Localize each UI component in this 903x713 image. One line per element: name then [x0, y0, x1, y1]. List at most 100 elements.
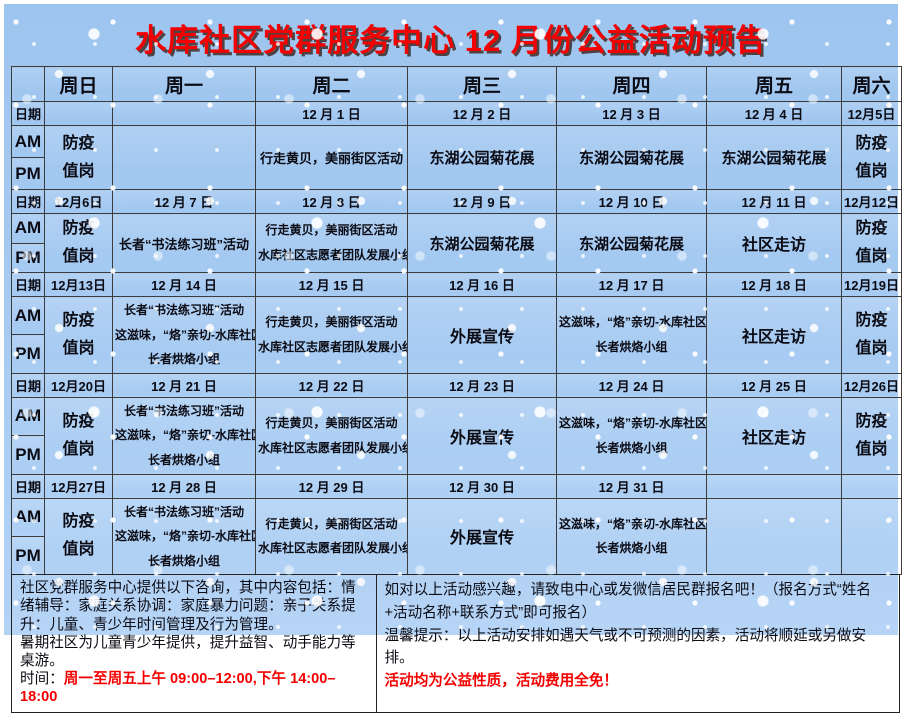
date-cell: 12 月 1 日: [255, 101, 408, 126]
header-tuesday: 周二: [255, 66, 408, 102]
date-cell: 12 月 25 日: [706, 372, 842, 398]
date-cell: 12 月 10 日: [556, 189, 707, 214]
date-cell: 12月12日: [841, 189, 902, 214]
date-cell: 12 月 18 日: [706, 272, 842, 297]
date-row-label: 日期: [11, 372, 45, 398]
date-cell: 12 月 31 日: [556, 473, 707, 499]
activity-cell: 防疫 值岗: [44, 396, 113, 475]
date-cell: 12 月 11 日: [706, 189, 842, 214]
summer-program-text: 暑期社区为儿童青少年提供，提升益智、动手能力等桌游。: [20, 634, 356, 669]
am-row-label: AM: [11, 125, 45, 158]
week2-date-row: 日期 12月6日 12 月 7 日 12 月 8 日 12 月 9 日 12 月…: [11, 189, 902, 214]
header-thursday: 周四: [556, 66, 707, 102]
activity-cell: 防疫 值岗: [44, 213, 113, 273]
week4-date-row: 日期 12月20日 12 月 21 日 12 月 22 日 12 月 23 日 …: [11, 372, 902, 398]
date-cell: [841, 473, 902, 499]
signup-info-box: 如对以上活动感兴趣，请致电中心或发微信居民群报名吧！（报名方式“姓名+活动名称+…: [375, 574, 900, 713]
date-cell: 12月20日: [44, 372, 113, 398]
date-cell: 12月19日: [841, 272, 902, 297]
activity-cell: 外展宣传: [407, 396, 557, 475]
date-cell: 12 月 14 日: [112, 272, 256, 297]
header-friday: 周五: [706, 66, 842, 102]
date-cell: 12月6日: [44, 189, 113, 214]
header-wednesday: 周三: [407, 66, 557, 102]
activity-cell: 行走黄贝，美丽街区活动 水库社区志愿者团队发展小组: [255, 497, 408, 576]
consultation-info-box: 社区党群服务中心提供以下咨询，其中内容包括：情绪辅导：家庭关系协调：家庭暴力问题…: [11, 574, 377, 713]
date-cell: 12 月 2 日: [407, 101, 557, 126]
date-cell: [44, 101, 113, 126]
date-cell: 12 月 17 日: [556, 272, 707, 297]
pm-row-label: PM: [11, 242, 45, 273]
activity-cell: 长者“书法练习班”活动 这滋味，“烙”亲切-水库社区 长者烘烙小组: [112, 396, 256, 475]
pm-row-label: PM: [11, 435, 45, 475]
activity-cell: 这滋味，“烙”亲切-水库社区 长者烘烙小组: [556, 396, 707, 475]
activity-cell: 防疫 值岗: [841, 213, 902, 273]
date-cell: 12月5日: [841, 101, 902, 126]
activity-cell: 行走黄贝，美丽街区活动 水库社区志愿者团队发展小组: [255, 213, 408, 273]
activity-cell: 这滋味，“烙”亲切-水库社区 长者烘烙小组: [556, 497, 707, 576]
activity-cell: 东湖公园菊花展: [706, 125, 842, 190]
date-cell: 12月13日: [44, 272, 113, 297]
activity-cell: 东湖公园菊花展: [556, 213, 707, 273]
activity-cell: 防疫 值岗: [841, 125, 902, 190]
date-cell: 12月26日: [841, 372, 902, 398]
header-saturday: 周六: [841, 66, 902, 102]
service-hours-line: 时间：周一至周五上午 09:00–12:00,下午 14:00–18:00: [20, 670, 368, 706]
date-cell: [706, 473, 842, 499]
date-cell: 12 月 7 日: [112, 189, 256, 214]
footer-notes: 社区党群服务中心提供以下咨询，其中内容包括：情绪辅导：家庭关系协调：家庭暴力问题…: [11, 574, 901, 713]
activity-cell: 东湖公园菊花展: [407, 125, 557, 190]
date-cell: 12 月 4 日: [706, 101, 842, 126]
activity-cell: 社区走访: [706, 396, 842, 475]
pm-row-label: PM: [11, 535, 45, 576]
activity-cell: 外展宣传: [407, 296, 557, 374]
weather-notice-text: 温馨提示：以上活动安排如遇天气或不可预测的因素，活动将顺延或另做安排。: [384, 627, 867, 667]
week1-am-row: AM 防疫 值岗 行走黄贝，美丽街区活动 东湖公园菊花展 东湖公园菊花展 东湖公园…: [11, 125, 902, 190]
week4-am-row: AM 防疫 值岗 长者“书法练习班”活动 这滋味，“烙”亲切-水库社区 长者烘烙小组 …: [11, 396, 902, 475]
date-cell: 12 月 8 日: [255, 189, 408, 214]
activity-cell: 长者“书法练习班”活动: [112, 213, 256, 273]
poster-background: 水库社区党群服务中心 12 月份公益活动预告 周日 周一 周二 周三 周四 周五…: [4, 4, 902, 713]
activity-cell: [112, 125, 256, 190]
activity-cell: 长者“书法练习班”活动 这滋味，“烙”亲切-水库社区 长者烘烙小组: [112, 497, 256, 576]
am-row-label: AM: [11, 396, 45, 437]
week2-am-row: AM 防疫 值岗 长者“书法练习班”活动 行走黄贝，美丽街区活动 水库社区志愿者团队…: [11, 213, 902, 273]
activity-cell: 行走黄贝，美丽街区活动 水库社区志愿者团队发展小组: [255, 396, 408, 475]
date-cell: 12 月 15 日: [255, 272, 408, 297]
am-row-label: AM: [11, 213, 45, 244]
activity-cell: 东湖公园菊花展: [556, 125, 707, 190]
date-cell: 12 月 28 日: [112, 473, 256, 499]
am-row-label: AM: [11, 497, 45, 537]
date-row-label: 日期: [11, 101, 45, 126]
activity-cell: 行走黄贝，美丽街区活动 水库社区志愿者团队发展小组: [255, 296, 408, 374]
date-cell: 12 月 22 日: [255, 372, 408, 398]
page-title: 水库社区党群服务中心 12 月份公益活动预告: [135, 22, 767, 58]
activity-cell: 防疫 值岗: [44, 125, 113, 190]
date-cell: 12 月 29 日: [255, 473, 408, 499]
date-cell: 12 月 9 日: [407, 189, 557, 214]
activity-cell: 这滋味，“烙”亲切-水库社区 长者烘烙小组: [556, 296, 707, 374]
date-row-label: 日期: [11, 473, 45, 499]
activity-schedule-table: 周日 周一 周二 周三 周四 周五 周六 日期 12 月 1 日 12 月 2 …: [11, 66, 902, 576]
date-cell: 12 月 16 日: [407, 272, 557, 297]
activity-cell: 外展宣传: [407, 497, 557, 576]
corner-cell: [11, 66, 45, 102]
activity-cell: [841, 497, 902, 576]
signup-text: 如对以上活动感兴趣，请致电中心或发微信居民群报名吧！（报名方式“姓名+活动名称+…: [384, 582, 871, 621]
date-row-label: 日期: [11, 189, 45, 214]
pm-row-label: PM: [11, 157, 45, 190]
date-cell: 12 月 21 日: [112, 372, 256, 398]
header-sunday: 周日: [44, 66, 113, 102]
activity-cell: 防疫 值岗: [841, 396, 902, 475]
activity-cell: 防疫 值岗: [44, 497, 113, 576]
am-row-label: AM: [11, 295, 45, 336]
week3-date-row: 日期 12月13日 12 月 14 日 12 月 15 日 12 月 16 日 …: [11, 272, 902, 297]
time-label: 时间：: [20, 670, 64, 687]
date-cell: 12 月 30 日: [407, 473, 557, 499]
pm-row-label: PM: [11, 334, 45, 374]
date-cell: 12 月 3 日: [556, 101, 707, 126]
free-of-charge-text: 活动均为公益性质，活动费用全免！: [384, 672, 619, 689]
activity-cell: 社区走访: [706, 296, 842, 374]
date-cell: [112, 101, 256, 126]
activity-cell: 行走黄贝，美丽街区活动: [255, 125, 408, 190]
